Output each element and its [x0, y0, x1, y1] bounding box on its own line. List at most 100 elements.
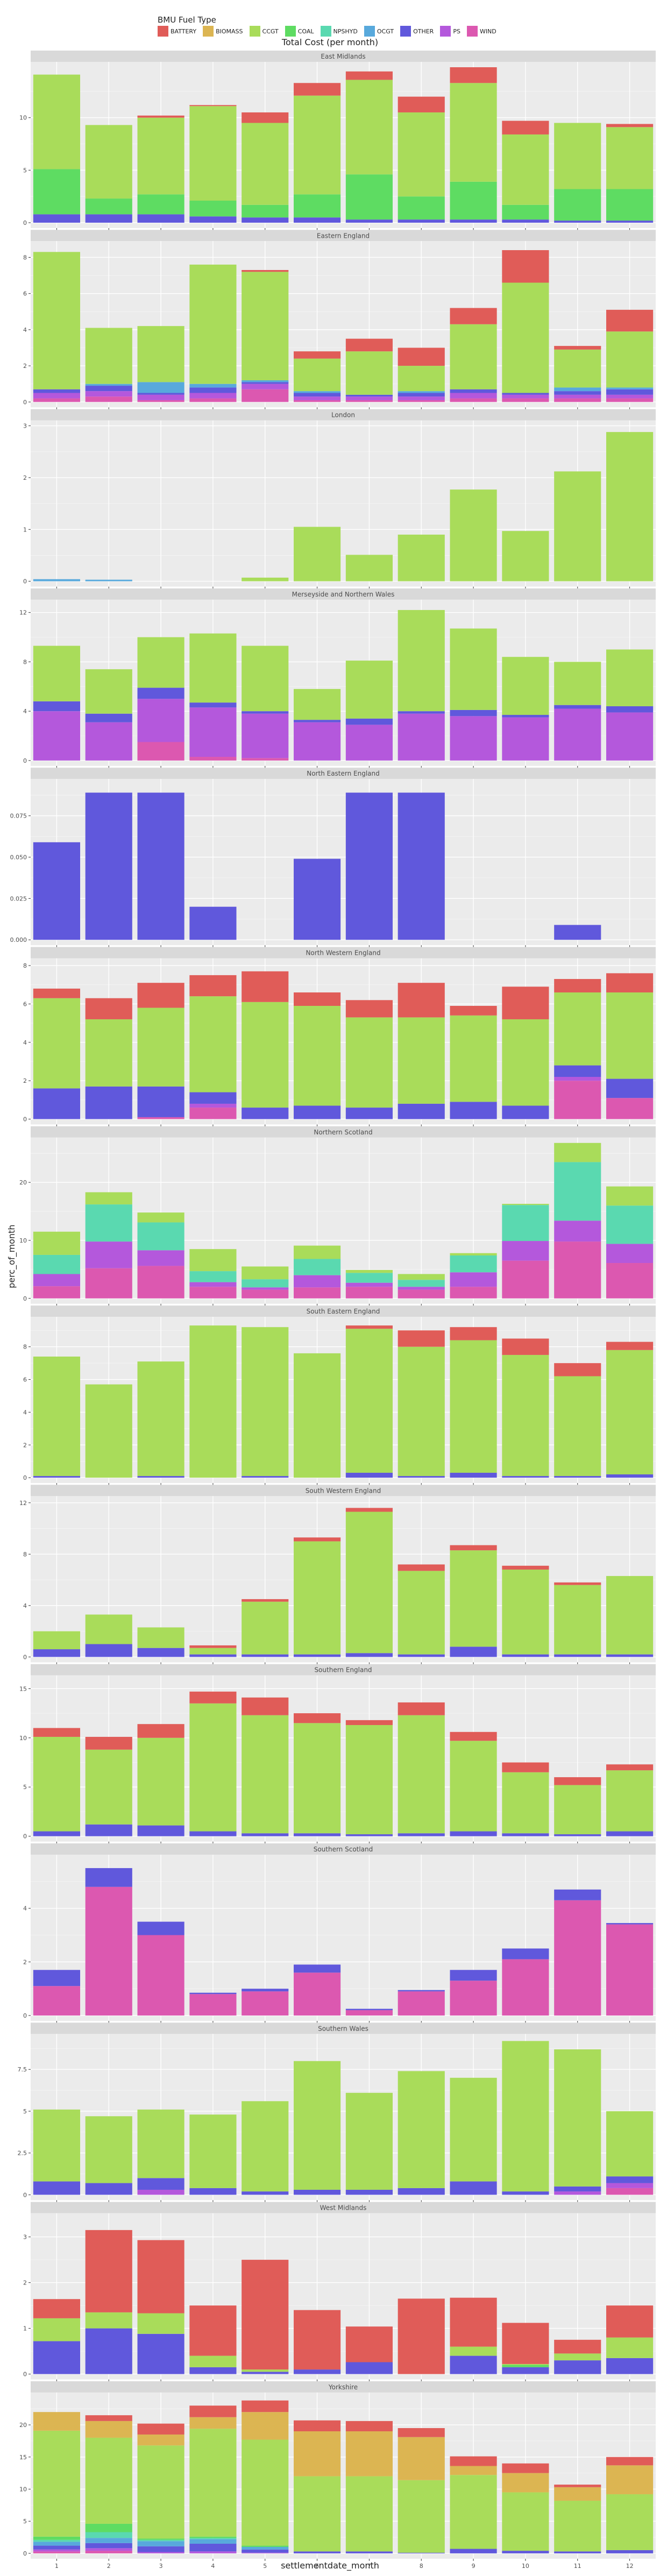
- y-tick-label: 8: [23, 1344, 27, 1351]
- bar-segment-battery: [294, 1537, 341, 1542]
- x-tick-label: 2: [107, 2563, 111, 2570]
- bar-segment-other: [242, 1989, 289, 1992]
- y-tick-label: 20: [19, 2422, 27, 2429]
- y-tick-label: 6: [23, 1376, 27, 1383]
- y-tick-label: 0: [23, 578, 27, 585]
- bar-segment-other: [294, 1833, 341, 1836]
- facet-label: West Midlands: [320, 2204, 367, 2212]
- bar-segment-ccgt: [189, 1648, 237, 1655]
- bar-segment-other: [502, 393, 549, 395]
- bar-segment-other: [137, 2178, 184, 2190]
- facet-label: North Western England: [306, 949, 380, 957]
- bar-segment-battery: [189, 1645, 237, 1648]
- bar-segment-other: [345, 1653, 393, 1657]
- y-tick-label: 2: [23, 1077, 27, 1084]
- facet-strip: [31, 409, 656, 421]
- bar-segment-other: [606, 221, 654, 223]
- x-tick-label: 8: [420, 2563, 423, 2570]
- bar-segment-wind: [189, 1108, 237, 1119]
- bar-segment-wind: [345, 1287, 393, 1298]
- bar-segment-ccgt: [294, 2061, 341, 2190]
- x-axis-title: settlementdate_month: [281, 2560, 379, 2571]
- legend-swatch: [285, 26, 296, 37]
- bar-segment-ps: [554, 1220, 601, 1242]
- bar-segment-ccgt: [554, 2500, 601, 2552]
- bar-segment-ccgt: [33, 2318, 80, 2341]
- bar-segment-ccgt: [398, 1017, 445, 1104]
- bar-segment-battery: [398, 1702, 445, 1715]
- bar-segment-other: [189, 2367, 237, 2374]
- bar-segment-coal: [189, 200, 237, 217]
- bar-segment-ps: [502, 394, 549, 399]
- y-tick-label: 0: [23, 219, 27, 226]
- bar-segment-biomass: [294, 2431, 341, 2476]
- bar-segment-battery: [242, 2400, 289, 2412]
- y-tick-label: 8: [23, 254, 27, 261]
- facet-label: South Eastern England: [307, 1308, 380, 1315]
- bar-segment-npshyd: [33, 1254, 80, 1274]
- bar-segment-other: [33, 1970, 80, 1986]
- legend: BATTERY BIOMASS CCGT COAL NPSHYD OCGT OTHER PS W…: [158, 26, 503, 37]
- y-tick-label: 3: [23, 423, 27, 430]
- bar-segment-ccgt: [502, 657, 549, 715]
- bar-segment-ccgt: [502, 1569, 549, 1655]
- bar-segment-ccgt: [294, 1005, 341, 1106]
- bar-segment-battery: [85, 2415, 132, 2421]
- bar-segment-ccgt: [345, 1269, 393, 1273]
- bar-segment-other: [345, 1834, 393, 1836]
- bar-segment-wind: [33, 398, 80, 402]
- bar-segment-ccgt: [502, 2364, 549, 2365]
- facet-strip: [31, 2381, 656, 2393]
- bar-segment-other: [554, 1834, 601, 1836]
- y-tick-label: 12: [19, 609, 27, 616]
- bar-segment-other: [137, 1921, 184, 1935]
- bar-segment-ccgt: [606, 2494, 654, 2550]
- bar-segment-biomass: [189, 2417, 237, 2429]
- bar-segment-ps: [345, 396, 393, 400]
- bar-segment-ccgt: [554, 1376, 601, 1477]
- bar-segment-ccgt: [85, 2116, 132, 2183]
- bar-segment-battery: [554, 1363, 601, 1376]
- bar-segment-ccgt: [450, 1253, 497, 1256]
- facet-strip: [31, 230, 656, 242]
- bar-segment-other: [189, 387, 237, 393]
- bar-segment-ps: [137, 394, 184, 400]
- bar-segment-ccgt: [606, 1770, 654, 1832]
- legend-swatch: [466, 26, 478, 37]
- bar-segment-npshyd: [294, 1259, 341, 1275]
- bar-segment-other: [398, 1654, 445, 1657]
- bar-segment-other: [345, 394, 393, 397]
- bar-segment-other: [85, 2328, 132, 2374]
- bar-segment-ccgt: [85, 328, 132, 384]
- bar-segment-coal: [398, 196, 445, 220]
- bar-segment-ccgt: [606, 992, 654, 1079]
- bar-segment-ccgt: [137, 2109, 184, 2178]
- bar-segment-battery: [345, 1000, 393, 1018]
- bar-segment-other: [345, 2551, 393, 2553]
- bar-segment-other: [137, 393, 184, 395]
- y-tick-label: 3: [23, 2234, 27, 2241]
- bar-segment-battery: [554, 2485, 601, 2487]
- bar-segment-ccgt: [502, 1354, 549, 1477]
- facet-label: London: [331, 411, 355, 419]
- bar-segment-ccgt: [189, 996, 237, 1092]
- bar-segment-ocgt: [606, 387, 654, 389]
- bar-segment-ocgt: [554, 387, 601, 392]
- facet-strip: [31, 1843, 656, 1855]
- y-tick-label: 5: [23, 167, 27, 174]
- bar-segment-other: [85, 1824, 132, 1836]
- bar-segment-npshyd: [33, 2539, 80, 2542]
- facet-label: South Western England: [306, 1487, 381, 1494]
- bar-segment-ccgt: [450, 83, 497, 182]
- y-tick-label: 6: [23, 1000, 27, 1007]
- bar-segment-ps: [242, 713, 289, 758]
- facet-label: Merseyside and Northern Wales: [292, 591, 395, 598]
- bar-segment-ccgt: [606, 1350, 654, 1475]
- bar-segment-battery: [606, 973, 654, 993]
- bar-segment-other: [137, 2333, 184, 2374]
- bar-segment-ps: [33, 711, 80, 761]
- bar-segment-ccgt: [294, 95, 341, 195]
- bar-segment-other: [606, 389, 654, 395]
- y-tick-label: 4: [23, 1905, 27, 1912]
- y-tick-label: 12: [19, 1500, 27, 1507]
